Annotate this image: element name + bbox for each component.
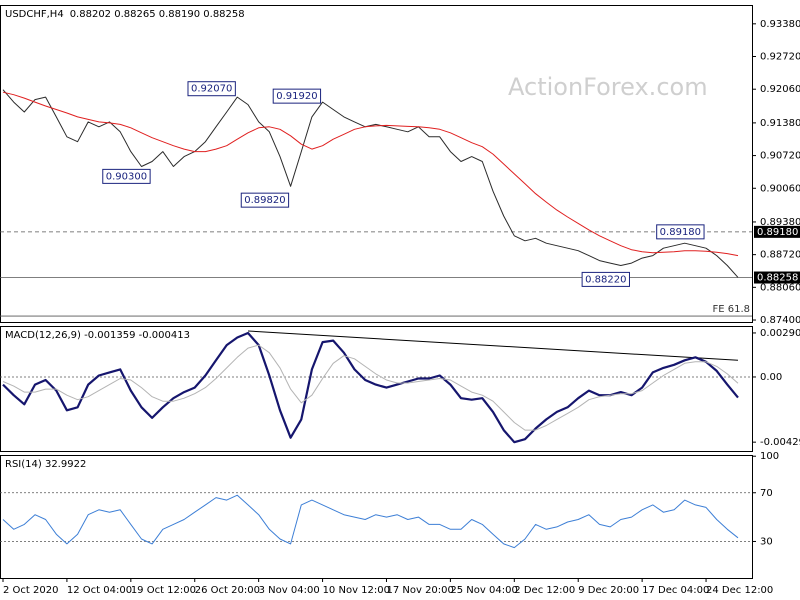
watermark: ActionForex.com bbox=[508, 73, 708, 101]
x-tick-label: 9 Dec 20:00 bbox=[578, 585, 639, 596]
y-tick-label: 0.002902 bbox=[760, 328, 800, 339]
y-tick-label: 0.92720 bbox=[760, 52, 800, 63]
level-axis-label: 0.89180 bbox=[757, 227, 798, 238]
panel-title: RSI(14) 32.9922 bbox=[5, 459, 86, 470]
annotation-label: 0.91920 bbox=[276, 91, 317, 102]
annotation-box bbox=[656, 224, 705, 240]
series-line bbox=[2, 331, 739, 444]
y-tick-label: 0.87400 bbox=[760, 315, 800, 326]
y-tick-label: 0.00 bbox=[760, 372, 782, 383]
x-tick-label: 24 Dec 12:00 bbox=[706, 585, 773, 596]
annotation: 0.91920 bbox=[272, 88, 322, 104]
y-tick-label: 0.90060 bbox=[760, 183, 800, 194]
annotation-label: 0.92070 bbox=[191, 84, 232, 95]
series-line bbox=[2, 494, 739, 549]
x-tick-label: 19 Oct 12:00 bbox=[131, 585, 196, 596]
y-tick-label: 0.91380 bbox=[760, 118, 800, 129]
x-tick-label: 10 Nov 12:00 bbox=[323, 585, 390, 596]
y-tick-label: 0.88720 bbox=[760, 250, 800, 261]
panel-title: USDCHF,H4 bbox=[5, 9, 64, 20]
annotation-box bbox=[272, 88, 322, 104]
annotation-box bbox=[240, 192, 290, 208]
level-label: FE 61.8 bbox=[712, 304, 750, 315]
level-axis-label: 0.88258 bbox=[757, 273, 798, 284]
level-axis-box bbox=[754, 225, 800, 238]
y-tick-label: 0.90720 bbox=[760, 151, 800, 162]
series-line bbox=[2, 344, 739, 431]
y-tick-label: -0.004297 bbox=[760, 437, 800, 448]
y-tick-label: 70 bbox=[760, 488, 773, 499]
level-axis-box bbox=[754, 271, 800, 284]
x-tick-label: 17 Nov 20:00 bbox=[386, 585, 453, 596]
x-tick-label: 2 Oct 2020 bbox=[3, 585, 58, 596]
panel-title: MACD(12,26,9) -0.001359 -0.000413 bbox=[5, 330, 190, 341]
x-tick-label: 17 Dec 04:00 bbox=[642, 585, 709, 596]
annotation-box bbox=[581, 271, 630, 287]
annotation-label: 0.89820 bbox=[244, 195, 285, 206]
annotation-label: 0.90300 bbox=[106, 171, 147, 182]
annotation-label: 0.88220 bbox=[585, 274, 626, 285]
y-tick-label: 0.92060 bbox=[760, 84, 800, 95]
annotation-label: 0.89180 bbox=[660, 227, 701, 238]
y-tick-label: 0.93380 bbox=[760, 19, 800, 30]
series-line bbox=[2, 91, 739, 257]
y-tick-label: 0.88060 bbox=[760, 282, 800, 293]
series-line bbox=[2, 89, 739, 278]
x-tick-label: 26 Oct 20:00 bbox=[195, 585, 260, 596]
x-tick-label: 3 Nov 04:00 bbox=[259, 585, 320, 596]
panel-frame bbox=[0, 455, 753, 579]
x-tick-label: 2 Dec 12:00 bbox=[514, 585, 575, 596]
x-tick-label: 25 Nov 04:00 bbox=[450, 585, 517, 596]
annotation: 0.92070 bbox=[187, 81, 236, 97]
annotation: 0.90300 bbox=[102, 168, 151, 184]
annotation: 0.88220 bbox=[581, 271, 630, 287]
y-tick-label: 30 bbox=[760, 536, 773, 547]
annotation: 0.89820 bbox=[240, 192, 290, 208]
y-tick-label: 0.89380 bbox=[760, 217, 800, 228]
panel-frame bbox=[0, 5, 753, 323]
annotation: 0.89180 bbox=[656, 224, 705, 240]
panel-subtitle: 0.88202 0.88265 0.88190 0.88258 bbox=[70, 9, 245, 20]
x-tick-label: 12 Oct 04:00 bbox=[67, 585, 132, 596]
panel-frame bbox=[0, 326, 753, 452]
annotation-box bbox=[187, 81, 236, 97]
trendline bbox=[247, 330, 739, 361]
annotation-box bbox=[102, 168, 151, 184]
y-tick-label: 100 bbox=[760, 451, 779, 462]
